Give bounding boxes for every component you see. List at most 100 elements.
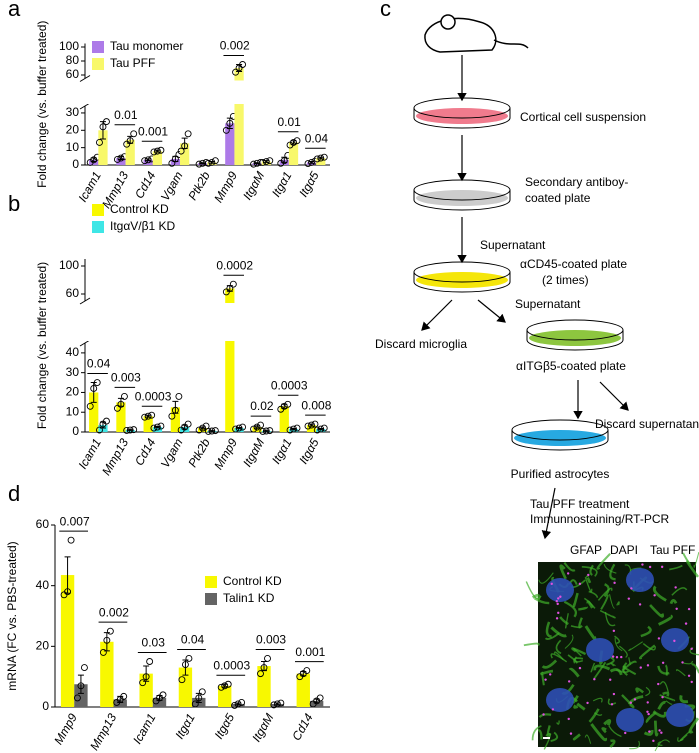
panel-label: a <box>8 0 21 21</box>
gfap-fiber <box>584 625 597 641</box>
x-tick-label: Icam1 <box>75 436 103 471</box>
bar <box>316 158 326 165</box>
gfap-fiber <box>652 710 667 718</box>
tau-dot <box>657 637 661 640</box>
panel-label: d <box>8 481 20 506</box>
tau-dot <box>620 655 623 659</box>
tau-dot <box>673 639 676 643</box>
nucleus <box>616 708 644 732</box>
gfap-fiber <box>657 741 663 747</box>
data-point <box>64 588 72 596</box>
data-point <box>195 160 203 168</box>
bar <box>288 142 299 165</box>
y-tick-label: 0 <box>42 699 49 713</box>
tau-dot <box>555 599 558 603</box>
error-bar <box>154 425 161 429</box>
bar <box>152 427 163 432</box>
data-point <box>234 700 242 708</box>
data-point <box>266 157 274 165</box>
gfap-fiber <box>649 604 664 618</box>
axis-gap <box>86 80 331 104</box>
legend-label: Talin1 KD <box>223 591 275 605</box>
p-value: 0.002 <box>220 39 250 53</box>
error-bar <box>77 674 84 694</box>
data-point <box>217 683 225 691</box>
data-point <box>113 404 121 412</box>
dish-rim <box>526 319 624 341</box>
dish-content <box>416 272 508 288</box>
data-point <box>204 159 212 167</box>
data-point <box>86 402 94 410</box>
bar <box>234 428 244 432</box>
data-point <box>270 701 278 709</box>
error-bar <box>226 117 233 130</box>
step-label: Immunnostaining/RT-PCR <box>530 512 670 526</box>
dish-rim <box>413 97 511 119</box>
data-point <box>175 392 183 400</box>
error-bar <box>145 414 152 418</box>
gfap-fiber <box>614 635 620 644</box>
data-point <box>313 155 321 163</box>
gfap-fiber <box>608 594 615 609</box>
bar <box>143 416 153 432</box>
data-point <box>262 427 270 435</box>
tau-dot <box>681 661 684 664</box>
data-point <box>150 424 158 432</box>
data-point <box>157 422 165 430</box>
p-value: 0.01 <box>114 108 138 122</box>
y-tick-label: 0 <box>72 157 79 171</box>
data-point <box>264 655 271 662</box>
gfap-fiber <box>555 639 562 655</box>
gfap-fiber <box>677 734 688 742</box>
tau-dot <box>647 712 650 716</box>
tau-dot <box>557 597 560 600</box>
x-tick-label: Mmp9 <box>211 169 240 205</box>
tau-dot <box>639 666 642 669</box>
x-tick-label: Cd14 <box>132 436 159 468</box>
data-point <box>146 658 154 665</box>
y-tick-label: 40 <box>36 578 50 592</box>
legend-swatch <box>92 41 104 53</box>
tau-dot <box>569 732 573 735</box>
gfap-fiber <box>523 642 540 647</box>
error-bar <box>90 157 97 163</box>
data-point <box>253 423 261 431</box>
y-tick-label: 20 <box>36 639 50 653</box>
error-bar <box>145 158 152 162</box>
data-point <box>99 123 107 131</box>
legend-swatch <box>205 576 217 588</box>
tau-dot <box>648 730 651 733</box>
gfap-fiber <box>592 697 603 703</box>
gfap-fiber <box>645 686 651 697</box>
legend-swatch <box>92 58 104 70</box>
gfap-fiber <box>671 587 688 596</box>
data-point <box>139 679 147 687</box>
data-point <box>184 420 192 428</box>
gfap-fiber <box>679 694 689 704</box>
legend-swatch <box>205 593 217 605</box>
tau-dot <box>629 701 632 704</box>
dish-content <box>416 108 508 124</box>
data-point <box>308 421 315 429</box>
data-point <box>141 413 149 421</box>
dish-rim <box>413 179 511 201</box>
bar <box>252 427 262 432</box>
tau-dot <box>586 701 589 705</box>
tau-dot <box>630 587 633 590</box>
data-point <box>177 147 185 155</box>
dish-content <box>416 190 508 206</box>
gfap-fiber <box>563 600 578 618</box>
gfap-fiber <box>537 728 543 740</box>
tau-dot <box>556 602 559 606</box>
y-tick-label: 100 <box>59 258 79 272</box>
gfap-fiber <box>640 625 652 638</box>
gfap-fiber <box>665 700 673 705</box>
gfap-fiber <box>572 592 579 608</box>
tau-dot <box>641 563 644 566</box>
gfap-fiber <box>652 585 667 602</box>
mouse-tail <box>493 39 529 49</box>
error-bar <box>317 156 324 160</box>
gfap-fiber <box>584 576 593 593</box>
gfap-fiber <box>607 698 617 706</box>
gfap-fiber <box>662 691 670 697</box>
